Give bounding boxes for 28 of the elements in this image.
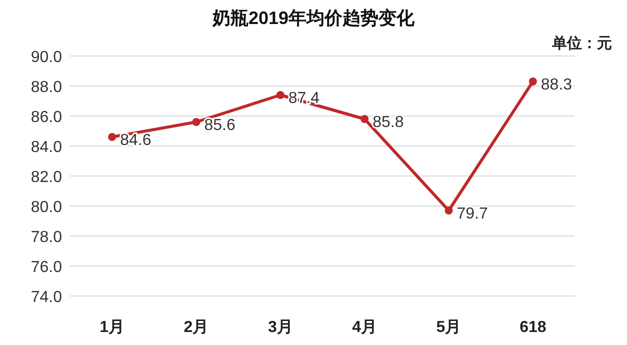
y-tick-label: 86.0 xyxy=(30,109,62,126)
point xyxy=(108,133,116,141)
text: 单位：元 xyxy=(551,35,612,52)
y-tick-label: 80.0 xyxy=(30,199,62,216)
x-tick-label: 1月 xyxy=(100,319,125,336)
data-label: 85.6 xyxy=(204,117,236,134)
data-label: 84.6 xyxy=(120,132,152,149)
x-tick-label: 5月 xyxy=(436,319,462,336)
chart-title: 奶瓶2019年均价趋势变化 xyxy=(211,8,416,28)
point xyxy=(276,91,284,99)
x-tick-label: 3月 xyxy=(268,319,293,336)
data-label: 88.3 xyxy=(540,76,572,94)
data-label: 85.8 xyxy=(372,114,404,131)
y-tick-label: 88.0 xyxy=(30,79,62,96)
y-tick-label: 82.0 xyxy=(30,169,62,186)
point xyxy=(360,115,369,123)
y-tick-label: 84.0 xyxy=(30,139,62,156)
y-tick-label: 78.0 xyxy=(30,229,62,246)
point xyxy=(192,118,200,126)
y-tick-label: 90.0 xyxy=(30,49,62,66)
y-tick-label: 76.0 xyxy=(30,259,62,276)
y-tick-label: 74.0 xyxy=(30,289,62,306)
x-tick-label: 618 xyxy=(520,319,546,336)
x-tick-label: 2月 xyxy=(184,319,209,336)
data-label: 79.7 xyxy=(456,206,488,222)
point xyxy=(444,206,453,214)
point xyxy=(528,78,537,86)
x-tick-label: 4月 xyxy=(352,319,378,336)
